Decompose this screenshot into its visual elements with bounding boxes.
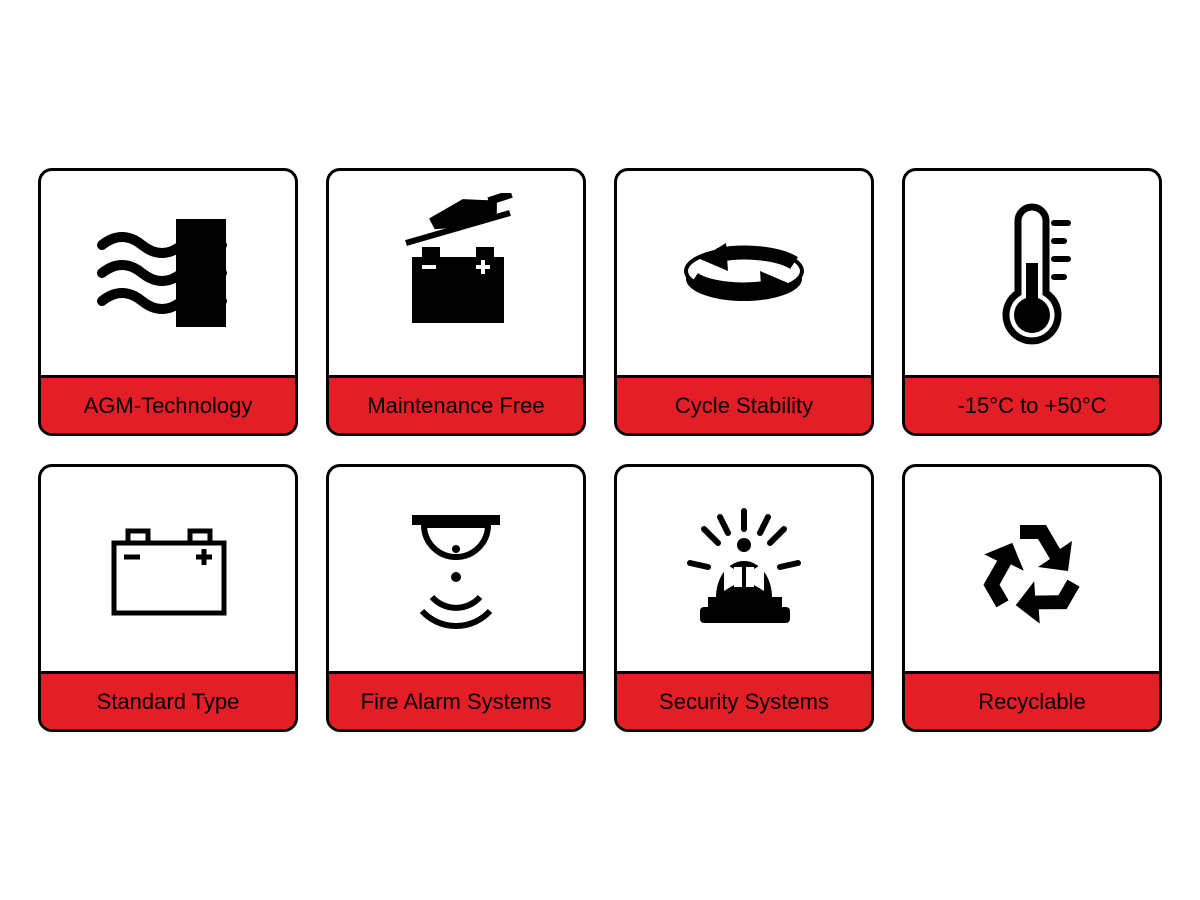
feature-label: AGM-Technology [41,375,295,433]
feature-card: Fire Alarm Systems [326,464,586,732]
feature-card: Cycle Stability [614,168,874,436]
recycle-icon [905,467,1159,671]
feature-card: -15°C to +50°C [902,168,1162,436]
feature-card: AGM-Technology [38,168,298,436]
fire-alarm-icon [329,467,583,671]
agm-waves-icon [41,171,295,375]
feature-label: Standard Type [41,671,295,729]
feature-label: -15°C to +50°C [905,375,1159,433]
battery-outline-icon [41,467,295,671]
thermometer-icon [905,171,1159,375]
feature-card: Security Systems [614,464,874,732]
feature-label: Maintenance Free [329,375,583,433]
feature-card: Standard Type [38,464,298,732]
maintenance-free-icon [329,171,583,375]
security-alarm-icon [617,467,871,671]
feature-label: Security Systems [617,671,871,729]
feature-label: Cycle Stability [617,375,871,433]
feature-label: Fire Alarm Systems [329,671,583,729]
feature-card: Recyclable [902,464,1162,732]
feature-grid: AGM-Technology [38,168,1162,732]
feature-card: Maintenance Free [326,168,586,436]
cycle-stability-icon [617,171,871,375]
feature-label: Recyclable [905,671,1159,729]
